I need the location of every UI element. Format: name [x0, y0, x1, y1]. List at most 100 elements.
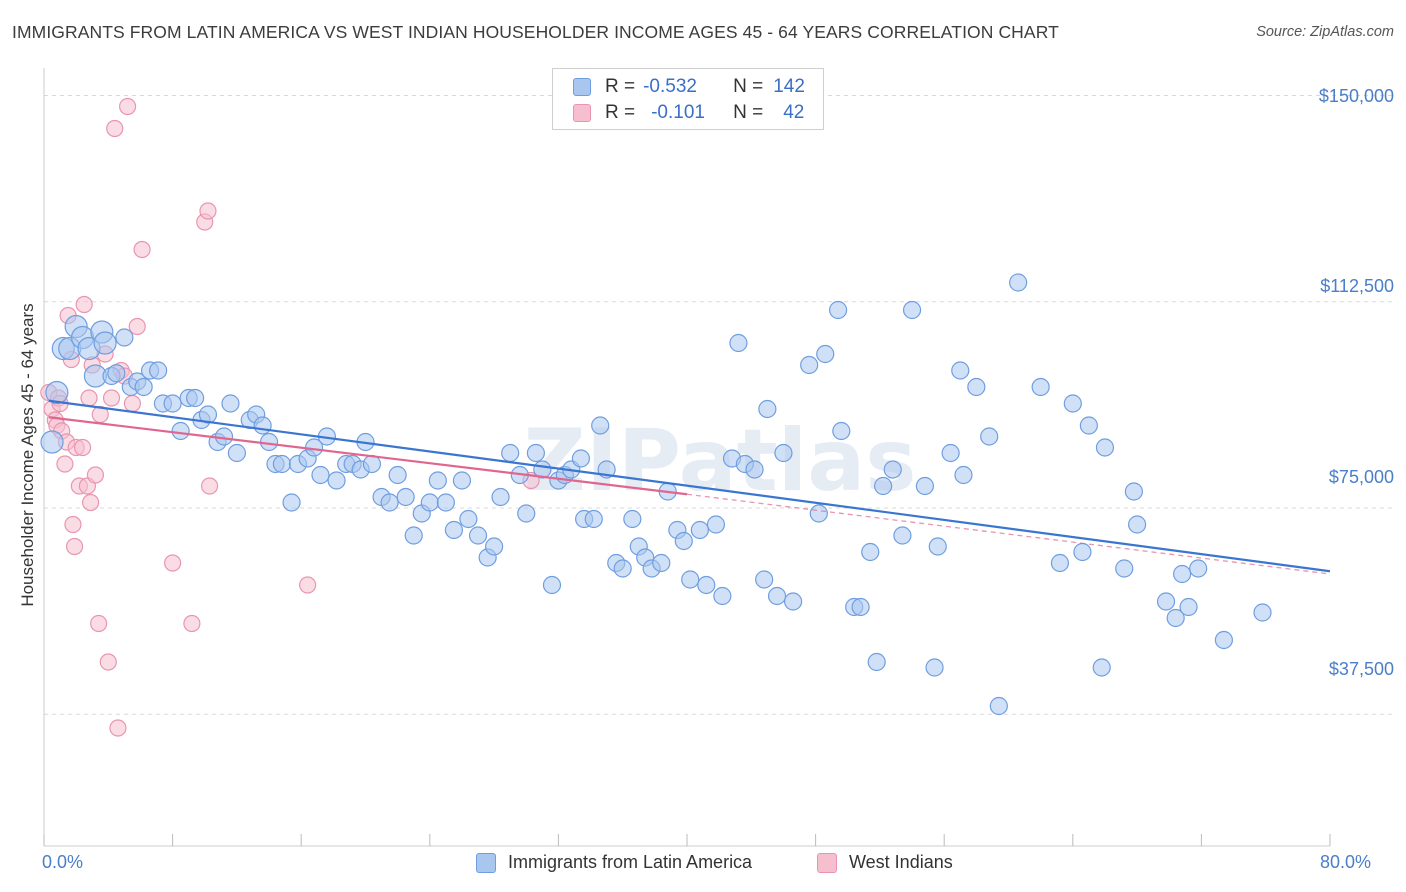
west-indian-point: [164, 554, 182, 572]
chart-title: IMMIGRANTS FROM LATIN AMERICA VS WEST IN…: [12, 22, 1059, 42]
stats-legend: R = -0.532 N = 142 R = -0.101 N = 42: [552, 68, 824, 130]
bottom-legend-west-indians: West Indians: [817, 852, 953, 873]
latin-america-point: [584, 509, 603, 529]
latin-america-point: [272, 454, 292, 474]
latin-america-point: [491, 487, 510, 507]
west-indian-point: [128, 317, 146, 336]
latin-america-point: [1124, 482, 1143, 501]
latin-america-point: [149, 361, 168, 380]
latin-america-point: [713, 586, 732, 606]
y-tick-label-75000: $75,000: [1328, 467, 1394, 487]
bottom-legend-swatch-pink: [817, 852, 837, 873]
latin-america-point: [444, 520, 464, 540]
legend-r-value: -0.532: [643, 76, 697, 97]
latin-america-point: [420, 493, 439, 512]
latin-america-point: [1092, 658, 1111, 677]
latin-america-point: [134, 377, 153, 397]
latin-america-point: [40, 430, 64, 454]
latin-america-point: [902, 300, 922, 320]
west-indian-point: [65, 537, 84, 556]
latin-america-point: [428, 471, 447, 490]
bottom-legend-label: West Indians: [849, 852, 953, 872]
latin-america-point: [1166, 608, 1185, 628]
latin-america-point: [459, 509, 478, 529]
latin-america-point: [1253, 603, 1272, 622]
bottom-legend-label: Immigrants from Latin America: [508, 852, 753, 872]
latin-america-point: [1050, 553, 1070, 573]
latin-america-point: [214, 427, 234, 446]
latin-america-point: [1214, 630, 1234, 650]
latin-america-point: [468, 526, 488, 545]
west-indian-point: [102, 389, 121, 407]
latin-america-point: [526, 443, 545, 463]
latin-america-point: [623, 509, 642, 529]
legend-row-latin-america: R = -0.532 N = 142: [573, 75, 805, 99]
x-tick-label-max: 80.0%: [1320, 852, 1372, 872]
latin-america-point: [951, 361, 970, 380]
latin-america-point: [755, 570, 774, 589]
latin-america-point: [253, 416, 272, 435]
west-indian-point: [200, 477, 219, 495]
latin-america-point: [436, 493, 455, 512]
latin-america-point: [874, 476, 893, 496]
latin-america-point: [809, 504, 828, 523]
latin-america-point: [45, 380, 69, 405]
latin-america-point: [107, 364, 126, 383]
latin-america-point: [893, 526, 912, 545]
latin-america-point: [1179, 597, 1198, 617]
west-indian-point: [109, 719, 127, 737]
latin-america-point: [954, 465, 973, 485]
latin-america-point: [613, 559, 632, 578]
y-tick-label-112500: $112,500: [1320, 276, 1394, 296]
west-indian-point: [56, 455, 74, 473]
west-indian-point: [123, 394, 142, 413]
y-tick-label-37500: $37,500: [1328, 659, 1394, 679]
latin-america-point: [380, 493, 399, 512]
legend-n-value: 42: [783, 102, 805, 123]
bottom-legend-swatch-blue: [476, 852, 496, 873]
latin-america-point: [925, 658, 944, 677]
source-label: Source: ZipAtlas.com: [1256, 24, 1394, 40]
latin-america-point: [706, 515, 726, 534]
latin-america-point: [652, 553, 671, 573]
latin-america-point: [163, 394, 182, 413]
latin-america-point: [171, 421, 190, 441]
latin-america-point: [93, 331, 117, 355]
latin-america-point: [989, 696, 1008, 716]
latin-america-point: [1079, 416, 1098, 435]
latin-america-point: [832, 421, 851, 441]
latin-america-point: [396, 487, 415, 507]
west-indian-point: [118, 97, 137, 116]
legend-n-label: N =: [733, 102, 764, 123]
west-indian-point: [64, 515, 82, 534]
west-indian-point: [106, 119, 124, 138]
latin-america-point: [1156, 592, 1176, 611]
latin-america-point: [800, 355, 819, 375]
latin-america-point: [388, 465, 407, 485]
y-tick-label-150000: $150,000: [1318, 86, 1394, 106]
west-indian-point: [199, 202, 217, 220]
latin-america-point: [861, 542, 880, 562]
latin-america-point: [282, 493, 301, 512]
west-indian-point: [183, 614, 201, 633]
latin-america-point: [915, 476, 935, 496]
latin-america-point: [774, 443, 793, 463]
latin-america-point: [221, 394, 240, 413]
west-indian-point: [90, 614, 108, 633]
x-tick-label-min: 0.0%: [42, 852, 84, 872]
latin-america-point: [867, 652, 886, 672]
latin-america-point: [967, 377, 986, 397]
legend-swatch-blue: [573, 78, 591, 96]
latin-america-point: [1127, 515, 1147, 534]
latin-america-point: [501, 443, 520, 463]
latin-america-point: [1189, 559, 1208, 578]
latin-america-point: [542, 575, 562, 595]
latin-america-point: [829, 300, 848, 320]
legend-swatch-pink: [573, 104, 591, 122]
latin-america-point: [186, 388, 205, 408]
west-indian-point: [99, 653, 117, 671]
latin-america-point: [1009, 273, 1028, 292]
latin-america-point: [1095, 438, 1115, 457]
latin-america-point: [452, 471, 472, 490]
